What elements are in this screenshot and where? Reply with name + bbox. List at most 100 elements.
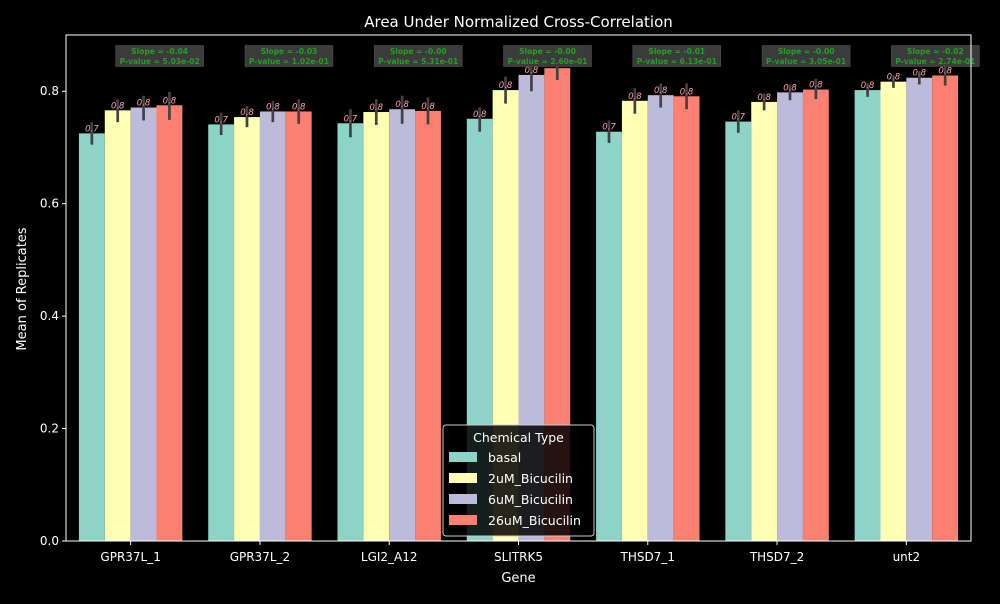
bar [802,89,829,541]
bar-value-label: 0.8 [499,81,513,91]
bar [104,110,131,542]
x-tick-label: GPR37L_2 [230,550,290,564]
bar-value-label: 0.8 [809,81,823,91]
bar-value-label: 0.8 [163,96,177,106]
legend-swatch [449,452,477,462]
x-tick-label: THSD7_1 [620,550,675,564]
legend-entry: 6uM_Bicucilin [488,492,573,507]
legend-entry: 26uM_Bicucilin [488,513,581,528]
chart-title: Area Under Normalized Cross-Correlation [364,13,673,31]
bar [777,92,803,541]
y-axis-label: Mean of Replicates [15,227,30,350]
bar-value-label: 0.8 [421,102,435,112]
slope-annotation: Slope = -0.00 [778,47,835,56]
bar [259,111,286,541]
slope-annotation: Slope = -0.00 [390,47,447,56]
legend-entry: basal [488,450,521,465]
bar-value-label: 0.8 [292,102,306,112]
pvalue-annotation: P-value = 6.13e-01 [637,57,717,66]
bar-value-label: 0.8 [938,66,952,76]
legend-swatch [449,494,477,504]
bar-value-label: 0.8 [395,100,409,110]
bar [208,124,235,541]
pvalue-annotation: P-value = 2.74e-01 [895,57,975,66]
bar-value-label: 0.7 [85,124,99,134]
y-tick-label: 0.8 [40,84,59,98]
pvalue-annotation: P-value = 1.02e-01 [249,57,329,66]
bar-value-label: 0.8 [783,83,797,93]
bar-value-label: 0.7 [602,123,616,133]
bar [78,133,105,541]
x-tick-label: LGI2_A12 [361,550,418,564]
bar-value-label: 0.8 [628,92,642,102]
bar-value-label: 0.8 [370,103,384,113]
bar-value-label: 0.8 [913,69,927,79]
bar [621,100,648,541]
bar-value-label: 0.8 [240,108,254,118]
x-tick-label: GPR37L_1 [100,550,160,564]
pvalue-annotation: P-value = 5.03e-02 [120,57,200,66]
bar [647,95,674,541]
legend-box [442,424,595,537]
slope-annotation: Slope = -0.00 [519,47,576,56]
legend-entry: 2uM_Bicucilin [488,471,573,486]
bar-value-label: 0.8 [654,86,668,96]
bar-value-label: 0.8 [137,99,151,109]
annotation-box [244,45,334,67]
bar [880,81,907,542]
bar-value-label: 0.8 [111,101,125,111]
slope-annotation: Slope = -0.03 [261,47,318,56]
annotation-box [373,45,463,67]
bar-value-label: 0.8 [887,73,901,83]
x-tick-label: unt2 [893,550,921,564]
bar [932,75,959,541]
bar [673,96,700,541]
bar [156,105,183,542]
bar-value-label: 0.8 [525,66,539,76]
bar-value-label: 0.8 [680,87,694,97]
legend-swatch [449,515,477,525]
bar-value-label: 0.8 [861,81,875,91]
bar-value-label: 0.8 [757,93,771,103]
bar [906,77,933,542]
bar [285,111,312,541]
annotation-box [891,45,980,67]
y-tick-label: 0.2 [40,422,59,436]
bar-value-label: 0.7 [214,115,228,125]
annotation-box [632,45,722,67]
bar [725,121,752,542]
y-tick-label: 0.6 [40,197,59,211]
bar [130,107,157,541]
y-tick-label: 0.4 [40,309,59,323]
bar [363,112,390,541]
annotation-box [503,45,592,67]
legend: Chemical Type basal 2uM_Bicucilin 6uM_Bicuc… [442,424,595,537]
bar [389,109,416,542]
bar [751,101,778,541]
bar [596,131,622,542]
annotation-box [115,45,204,67]
slope-annotation: Slope = -0.01 [648,47,705,56]
bar-value-label: 0.7 [344,114,358,124]
bar [234,117,260,541]
legend-title: Chemical Type [473,430,564,445]
legend-swatch [449,473,477,483]
pvalue-annotation: P-value = 3.05e-01 [766,57,846,66]
bar [854,90,881,541]
slope-annotation: Slope = -0.04 [131,47,188,56]
x-tick-label: SLITRK5 [494,550,543,564]
bar [337,123,364,541]
pvalue-annotation: P-value = 5.31e-01 [378,57,458,66]
x-axis-label: Gene [501,571,535,586]
annotation-box [761,45,851,67]
slope-annotation: Slope = -0.02 [907,47,964,56]
pvalue-annotation: P-value = 2.60e-01 [507,57,587,66]
bar-value-label: 0.8 [266,102,280,112]
bar-value-label: 0.7 [732,113,746,123]
bar [415,110,441,542]
bar-value-label: 0.8 [473,110,487,120]
x-tick-label: THSD7_2 [749,550,804,564]
y-tick-label: 0.0 [40,534,59,548]
